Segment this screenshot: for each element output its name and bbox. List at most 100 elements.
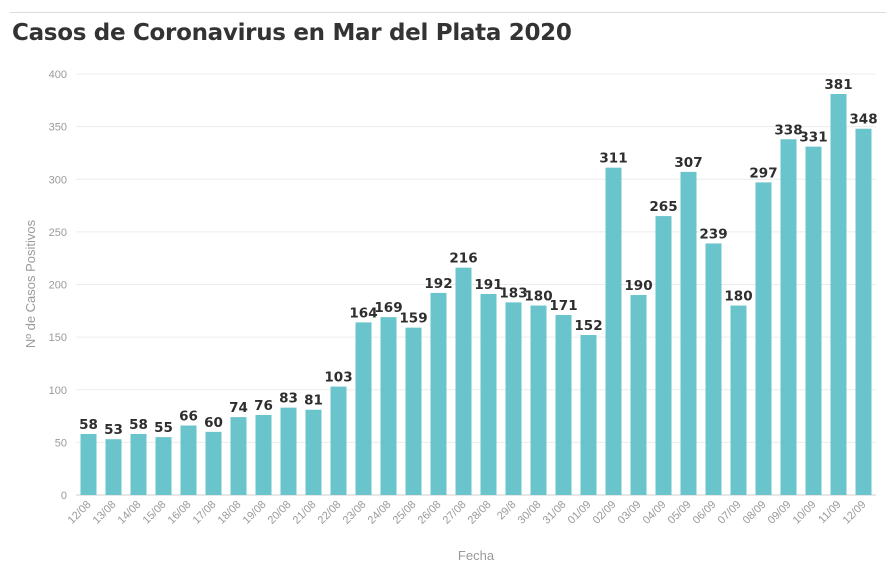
data-label: 190 bbox=[624, 278, 652, 294]
bar bbox=[205, 431, 222, 495]
x-tick-label: 12/09 bbox=[841, 499, 869, 527]
x-tick-label: 23/08 bbox=[341, 499, 369, 527]
bar bbox=[230, 417, 247, 495]
x-tick-label: 17/08 bbox=[191, 499, 219, 527]
data-label: 311 bbox=[599, 151, 627, 167]
bar bbox=[255, 415, 272, 495]
x-tick-label: 03/09 bbox=[616, 499, 644, 527]
data-label: 58 bbox=[129, 417, 148, 433]
bar bbox=[155, 437, 172, 495]
bar bbox=[305, 409, 322, 495]
y-tick-label: 250 bbox=[49, 227, 67, 239]
y-tick-label: 400 bbox=[49, 69, 67, 81]
bar bbox=[730, 305, 747, 495]
data-label: 338 bbox=[774, 122, 802, 138]
x-tick-label: 20/08 bbox=[266, 499, 294, 527]
y-tick-label: 300 bbox=[49, 174, 67, 186]
bar bbox=[805, 146, 822, 495]
bar bbox=[855, 128, 872, 496]
bar bbox=[430, 292, 447, 495]
data-label: 265 bbox=[649, 199, 677, 215]
data-label: 76 bbox=[254, 398, 273, 414]
data-label: 183 bbox=[499, 285, 527, 301]
x-tick-label: 18/08 bbox=[216, 499, 244, 527]
data-label: 381 bbox=[824, 77, 852, 93]
bar bbox=[530, 305, 547, 495]
x-tick-label: 11/09 bbox=[816, 499, 843, 526]
x-tick-label: 04/09 bbox=[641, 499, 669, 527]
bar bbox=[605, 167, 622, 496]
data-label: 331 bbox=[799, 130, 827, 146]
data-label: 152 bbox=[574, 318, 602, 334]
data-label: 81 bbox=[304, 393, 323, 409]
y-tick-label: 150 bbox=[49, 332, 67, 344]
bar bbox=[705, 243, 722, 495]
data-label: 171 bbox=[549, 298, 577, 314]
x-tick-label: 22/08 bbox=[316, 499, 344, 527]
data-label: 180 bbox=[724, 289, 752, 305]
bar bbox=[355, 322, 372, 495]
bar bbox=[830, 93, 847, 495]
data-label: 192 bbox=[424, 276, 452, 292]
bar bbox=[780, 139, 797, 495]
x-tick-label: 30/08 bbox=[516, 499, 544, 527]
data-label: 348 bbox=[849, 112, 877, 128]
x-tick-label: 28/08 bbox=[466, 499, 494, 527]
data-label: 159 bbox=[399, 311, 427, 327]
bar bbox=[105, 439, 122, 495]
bar bbox=[580, 335, 597, 495]
x-tick-label: 09/09 bbox=[766, 499, 794, 527]
bar bbox=[330, 386, 347, 495]
x-tick-label: 13/08 bbox=[91, 499, 119, 527]
x-tick-label: 19/08 bbox=[241, 499, 269, 527]
data-label: 60 bbox=[204, 415, 223, 431]
data-label: 55 bbox=[154, 420, 173, 436]
data-label: 53 bbox=[104, 422, 123, 438]
x-tick-label: 14/08 bbox=[116, 499, 144, 527]
x-tick-label: 01/09 bbox=[566, 499, 594, 527]
x-tick-label: 06/09 bbox=[691, 499, 719, 527]
top-divider bbox=[10, 12, 886, 13]
x-tick-label: 08/09 bbox=[741, 499, 769, 527]
x-tick-label: 31/08 bbox=[541, 499, 569, 527]
bar bbox=[380, 317, 397, 495]
bar bbox=[455, 267, 472, 495]
data-label: 103 bbox=[324, 370, 352, 386]
chart-title: Casos de Coronavirus en Mar del Plata 20… bbox=[12, 20, 572, 46]
bar bbox=[280, 407, 297, 495]
y-tick-label: 350 bbox=[49, 122, 67, 134]
x-tick-label: 15/08 bbox=[141, 499, 169, 527]
bar bbox=[505, 302, 522, 495]
x-tick-label: 05/09 bbox=[666, 499, 694, 527]
data-label: 180 bbox=[524, 289, 552, 305]
bar bbox=[555, 315, 572, 495]
data-label: 297 bbox=[749, 165, 777, 181]
data-label: 164 bbox=[349, 305, 377, 321]
bar bbox=[405, 327, 422, 495]
bar bbox=[130, 433, 147, 495]
x-axis-ticks: 12/0813/0814/0815/0816/0817/0818/0819/08… bbox=[66, 499, 869, 527]
data-label: 216 bbox=[449, 251, 477, 267]
bar bbox=[630, 295, 647, 495]
x-tick-label: 27/08 bbox=[441, 499, 469, 527]
data-label: 191 bbox=[474, 277, 502, 293]
bar bbox=[680, 171, 697, 495]
y-tick-label: 200 bbox=[49, 280, 67, 292]
x-tick-label: 25/08 bbox=[391, 499, 419, 527]
x-tick-label: 26/08 bbox=[416, 499, 444, 527]
y-tick-label: 50 bbox=[55, 437, 67, 449]
bar bbox=[655, 216, 672, 495]
x-tick-label: 02/09 bbox=[591, 499, 619, 527]
y-tick-label: 100 bbox=[49, 385, 67, 397]
data-label: 83 bbox=[279, 391, 298, 407]
bar bbox=[180, 425, 197, 495]
x-tick-label: 12/08 bbox=[66, 499, 94, 527]
data-label: 58 bbox=[79, 417, 98, 433]
bar bbox=[755, 182, 772, 495]
data-label: 66 bbox=[179, 409, 198, 425]
y-tick-label: 0 bbox=[61, 490, 67, 502]
x-tick-label: 10/09 bbox=[791, 499, 819, 527]
bars bbox=[80, 93, 872, 496]
